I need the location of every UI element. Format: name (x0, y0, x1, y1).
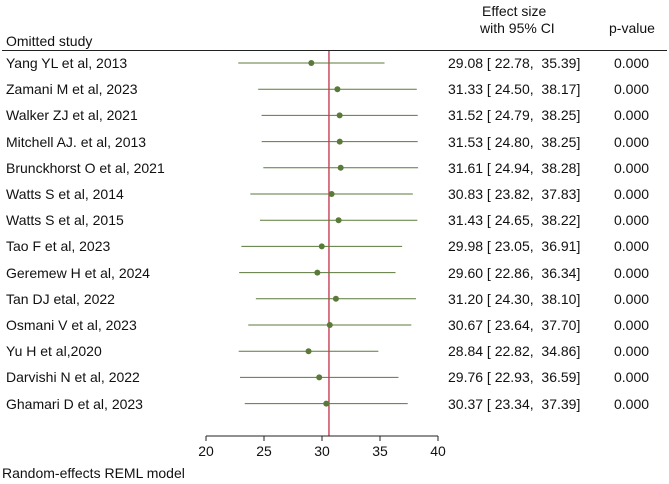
estimate-marker (332, 295, 339, 302)
estimate-marker (318, 243, 325, 250)
effect-size-ci: 28.84 [ 22.82, 34.86] (448, 343, 581, 360)
study-label: Tan DJ etal, 2022 (6, 290, 115, 307)
p-value: 0.000 (614, 133, 650, 150)
p-value: 0.000 (614, 186, 650, 202)
study-label: Watts S et al, 2014 (6, 186, 124, 202)
p-value: 0.000 (614, 369, 650, 386)
effect-size-ci: 31.20 [ 24.30, 38.10] (448, 290, 581, 307)
study-label: Osmani V et al, 2023 (6, 317, 137, 333)
x-tick-label: 25 (256, 443, 272, 459)
omitted-study-header: Omitted study (6, 33, 93, 49)
effect-size-ci: 29.08 [ 22.78, 35.39] (448, 55, 581, 71)
p-value: 0.000 (614, 238, 650, 255)
estimate-marker (337, 164, 344, 171)
effect-size-header-line1: Effect size (482, 3, 547, 19)
study-label: Tao F et al, 2023 (6, 238, 111, 255)
effect-size-header-line2: with 95% CI (480, 20, 555, 36)
study-label: Zamani M et al, 2023 (6, 81, 138, 98)
p-value: 0.000 (614, 290, 650, 307)
p-value: 0.000 (614, 159, 650, 176)
p-value: 0.000 (614, 81, 650, 98)
effect-size-ci: 30.83 [ 23.82, 37.83] (448, 186, 581, 202)
estimate-marker (305, 348, 312, 355)
effect-size-ci: 31.52 [ 24.79, 38.25] (448, 107, 581, 124)
study-label: Brunckhorst O et al, 2021 (6, 159, 165, 176)
estimate-marker (334, 86, 341, 93)
effect-size-ci: 31.43 [ 24.65, 38.22] (448, 212, 581, 229)
model-caption: Random-effects REML model (2, 465, 185, 481)
effect-size-ci: 29.98 [ 23.05, 36.91] (448, 238, 581, 255)
study-label: Watts S et al, 2015 (6, 212, 124, 229)
effect-size-ci: 30.37 [ 23.34, 37.39] (448, 395, 581, 412)
study-label: Yang YL et al, 2013 (6, 55, 128, 71)
p-value: 0.000 (614, 107, 650, 124)
x-tick-label: 20 (198, 443, 214, 459)
effect-size-ci: 29.76 [ 22.93, 36.59] (448, 369, 581, 386)
study-label: Ghamari D et al, 2023 (6, 395, 143, 412)
p-value: 0.000 (614, 395, 650, 412)
estimate-marker (316, 374, 323, 381)
effect-size-ci: 30.67 [ 23.64, 37.70] (448, 317, 581, 333)
effect-size-ci: 29.60 [ 22.86, 36.34] (448, 264, 581, 281)
study-label: Yu H et al,2020 (6, 343, 102, 360)
x-tick-label: 40 (430, 443, 446, 459)
estimate-marker (336, 138, 343, 145)
pvalue-header: p-value (609, 20, 655, 36)
p-value: 0.000 (614, 317, 650, 333)
study-label: Mitchell AJ. et al, 2013 (6, 133, 147, 150)
estimate-marker (314, 269, 321, 276)
effect-size-ci: 31.33 [ 24.50, 38.17] (448, 81, 581, 98)
effect-size-ci: 31.53 [ 24.80, 38.25] (448, 133, 581, 150)
p-value: 0.000 (614, 55, 650, 71)
x-tick-label: 35 (372, 443, 388, 459)
estimate-marker (308, 60, 315, 66)
p-value: 0.000 (614, 343, 650, 360)
x-tick-label: 30 (314, 443, 330, 459)
estimate-marker (335, 217, 342, 224)
study-label: Darvishi N et al, 2022 (6, 369, 140, 386)
estimate-marker (323, 400, 330, 407)
estimate-marker (336, 112, 343, 119)
p-value: 0.000 (614, 212, 650, 229)
estimate-marker (328, 191, 335, 197)
header-divider (2, 50, 667, 51)
study-label: Geremew H et al, 2024 (6, 264, 150, 281)
estimate-marker (326, 322, 333, 328)
study-label: Walker ZJ et al, 2021 (6, 107, 138, 124)
p-value: 0.000 (614, 264, 650, 281)
effect-size-ci: 31.61 [ 24.94, 38.28] (448, 159, 581, 176)
